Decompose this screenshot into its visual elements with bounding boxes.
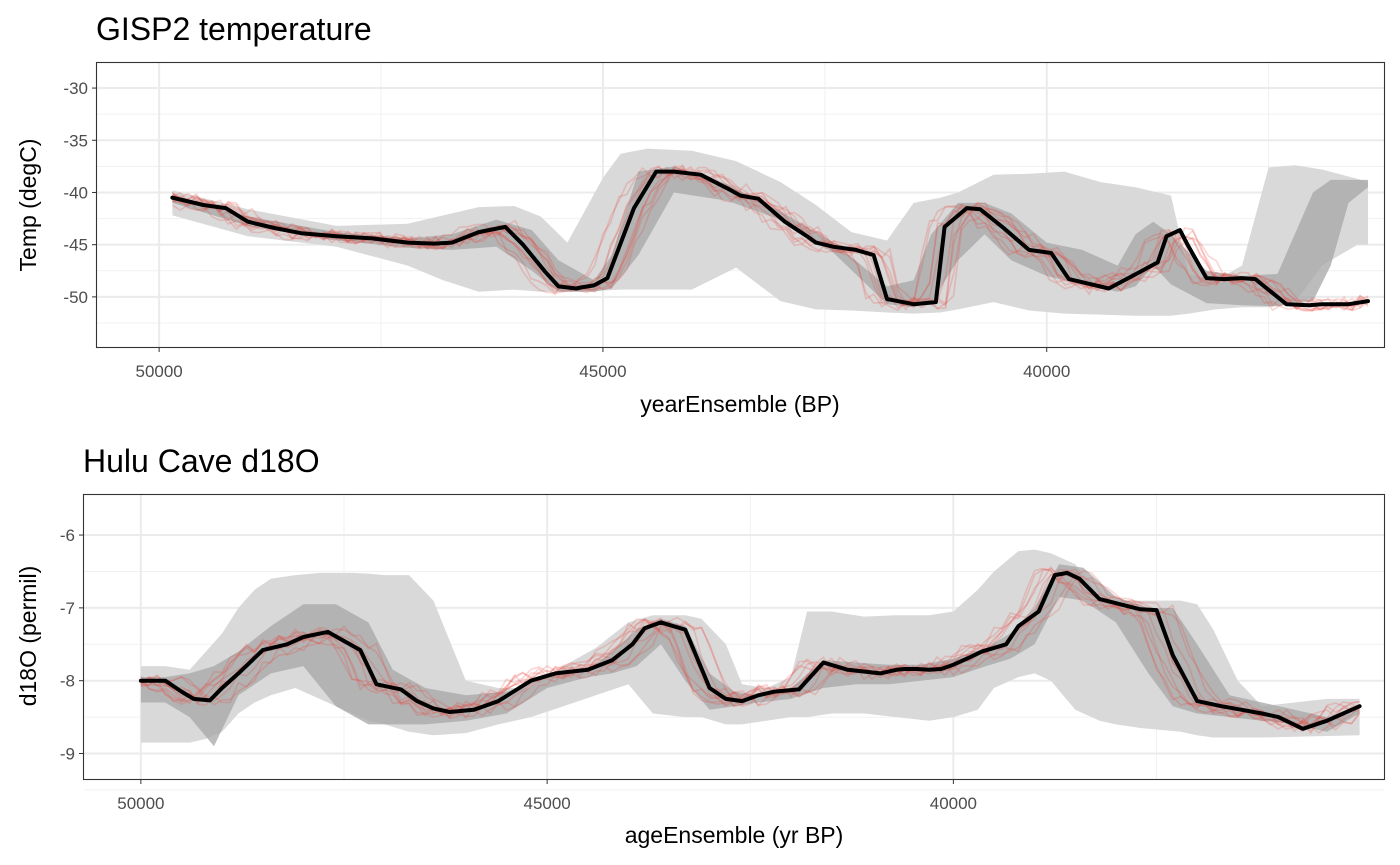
- plot-border: [82, 493, 1386, 781]
- inner-uncertainty-band: [172, 166, 1368, 308]
- x-axis-label: ageEnsemble (yr BP): [625, 822, 844, 848]
- uncertainty-bands: [140, 549, 1360, 747]
- tick-labels: 50000 45000 40000 -6 -7 -8 -9: [60, 526, 977, 813]
- x-tick-label: 50000: [135, 362, 182, 381]
- x-tick-label: 40000: [930, 794, 977, 813]
- y-tick-label: -35: [63, 131, 88, 150]
- ensemble-member-line: [172, 168, 1369, 312]
- y-axis-label: d18O (permil): [15, 566, 41, 707]
- x-tick-label: 40000: [1023, 362, 1070, 381]
- x-tick-label: 45000: [579, 362, 626, 381]
- ensemble-member-line: [140, 567, 1360, 726]
- median-line: [170, 169, 1370, 308]
- ensemble-member-line: [171, 167, 1369, 312]
- median-series: [138, 570, 1362, 731]
- y-axis-label: Temp (degC): [15, 139, 41, 272]
- plot-border: [95, 61, 1386, 349]
- y-tick-label: -8: [60, 672, 75, 691]
- ensemble-member-line: [172, 166, 1369, 312]
- y-tick-label: -9: [60, 745, 75, 764]
- chart-title: GISP2 temperature: [96, 11, 372, 47]
- x-axis-label: yearEnsemble (BP): [640, 391, 839, 417]
- y-tick-label: -45: [63, 236, 88, 255]
- median-line: [138, 570, 1362, 731]
- ensemble-member-line: [140, 575, 1361, 734]
- inner-uncertainty-band: [140, 564, 1360, 747]
- chart-title: Hulu Cave d18O: [83, 443, 320, 479]
- y-tick-label: -40: [63, 183, 88, 202]
- median-series: [170, 169, 1370, 308]
- y-tick-label: -6: [60, 526, 75, 545]
- tick-labels: 50000 45000 40000 -30 -35 -40 -45 -50: [63, 79, 1070, 381]
- y-tick-label: -30: [63, 79, 88, 98]
- hulu-cave-d18o-panel: Hulu Cave d18O 50000 45000 40000 -6 -7 -8 -9 a…: [15, 443, 1386, 848]
- ensemble-member-line: [171, 164, 1369, 312]
- y-tick-label: -50: [63, 288, 88, 307]
- uncertainty-bands: [172, 148, 1368, 316]
- x-tick-label: 45000: [523, 794, 570, 813]
- y-tick-label: -7: [60, 599, 75, 618]
- gisp2-temperature-panel: GISP2 temperature 50000 45000 40000 -30 -35 -…: [15, 11, 1386, 417]
- x-tick-label: 50000: [117, 794, 164, 813]
